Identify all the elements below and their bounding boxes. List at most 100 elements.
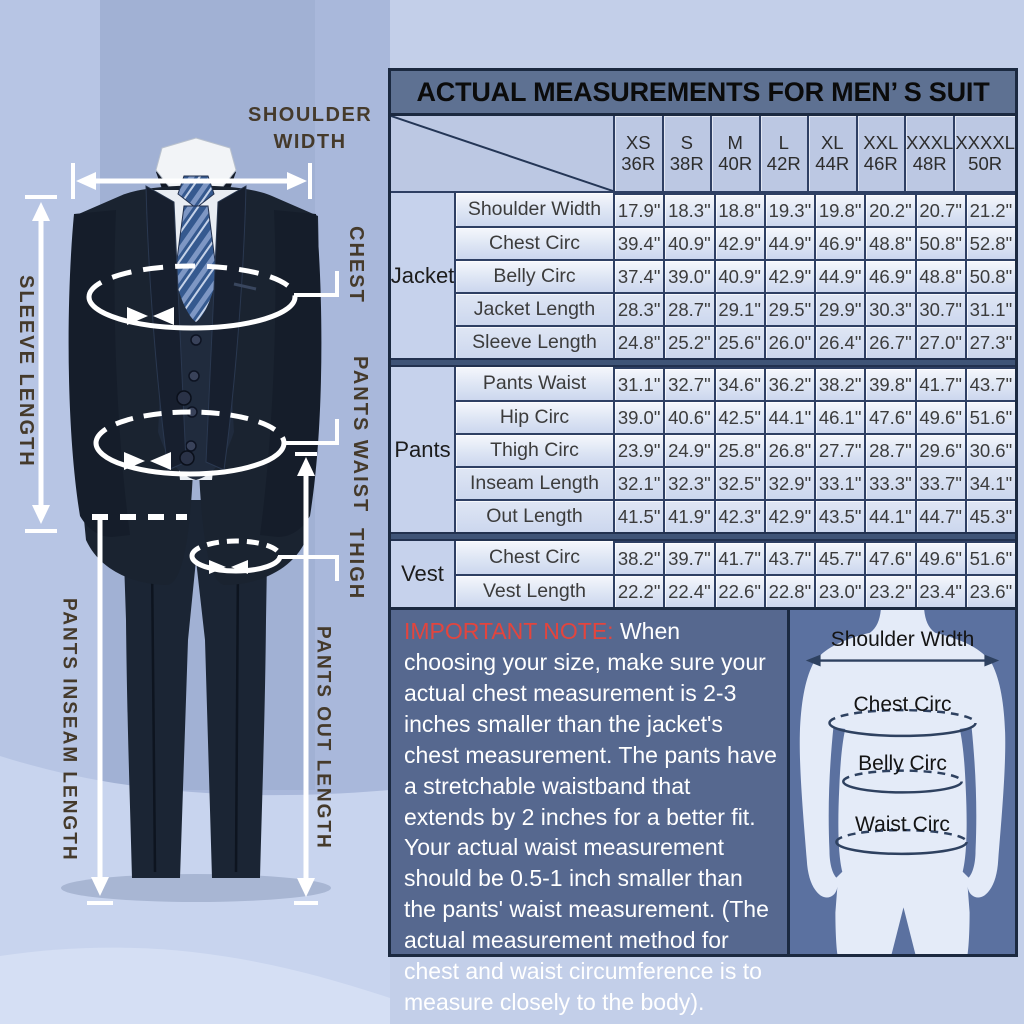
row-label-cell: Chest Circ <box>454 226 613 259</box>
value-cell: 26.8" <box>763 433 814 466</box>
size-header-row: XS 36R S 38R M 40R L 42R XL 44R XXL 46R XXXL 48R XXXXL… <box>391 116 1015 193</box>
value-cell: 32.7" <box>663 367 714 400</box>
value-cell: 41.7" <box>713 541 764 574</box>
tie <box>177 175 215 209</box>
value-cell: 49.6" <box>914 400 965 433</box>
waist-connector <box>283 419 339 445</box>
value-cell: 43.7" <box>964 367 1015 400</box>
waist-ellipse <box>93 409 287 444</box>
group-vest: Vest Chest Circ 38.2" 39.7" 41.7" 43.7" 45.7" 4… <box>391 541 1015 607</box>
value-cell: 36.2" <box>763 367 814 400</box>
value-cell: 45.3" <box>964 499 1015 532</box>
value-cell: 50.8" <box>964 259 1015 292</box>
figure-label-pants-waist: PANTS WAIST <box>349 356 371 514</box>
value-cell: 30.3" <box>864 292 915 325</box>
value-cell: 38.2" <box>814 367 865 400</box>
size-header-m: M 40R <box>710 116 759 191</box>
value-cell: 17.9" <box>613 193 664 226</box>
torso-label-belly-circ: Belly Circ <box>858 752 947 775</box>
value-cell: 45.7" <box>814 541 865 574</box>
size-header-xxxxl: XXXXL 50R <box>953 116 1015 191</box>
important-note: IMPORTANT NOTE: When choosing your size,… <box>391 610 790 1015</box>
row-label-cell: Sleeve Length <box>454 325 613 358</box>
value-cell: 28.7" <box>663 292 714 325</box>
size-header-xl: XL 44R <box>807 116 856 191</box>
value-cell: 22.4" <box>663 574 714 607</box>
group-pants: Pants Pants Waist 31.1" 32.7" 34.6" 36.2" 38.2… <box>391 367 1015 532</box>
value-cell: 47.6" <box>864 400 915 433</box>
torso-chest-ellipse <box>828 708 977 724</box>
value-cell: 26.0" <box>763 325 814 358</box>
value-cell: 44.1" <box>763 400 814 433</box>
torso-label-shoulder-width: Shoulder Width <box>830 628 975 651</box>
torso-waist-ellipse <box>835 828 968 843</box>
group-separator <box>391 358 1015 367</box>
value-cell: 22.2" <box>613 574 664 607</box>
diagonal-header-cell <box>391 116 613 191</box>
value-cell: 48.8" <box>914 259 965 292</box>
value-cell: 25.6" <box>713 325 764 358</box>
value-cell: 26.4" <box>814 325 865 358</box>
measurement-annotations <box>25 163 339 905</box>
measurement-panel: ACTUAL MEASUREMENTS FOR MEN’ S SUIT XS 36… <box>388 68 1018 1015</box>
row-label-cell: Thigh Circ <box>454 433 613 466</box>
value-cell: 25.2" <box>663 325 714 358</box>
value-cell: 34.6" <box>713 367 764 400</box>
figure-label-chest: CHEST <box>345 226 367 304</box>
value-cell: 33.1" <box>814 466 865 499</box>
value-cell: 43.7" <box>763 541 814 574</box>
size-header-l: L 42R <box>758 116 808 191</box>
value-cell: 47.6" <box>864 541 915 574</box>
page-title: ACTUAL MEASUREMENTS FOR MEN’ S SUIT <box>391 71 1015 116</box>
thigh-connector <box>278 555 339 581</box>
row-label-cell: Out Length <box>454 499 613 532</box>
torso-label-chest-circ: Chest Circ <box>853 693 952 716</box>
value-cell: 39.7" <box>663 541 714 574</box>
pants <box>122 500 268 878</box>
torso-diagram: Shoulder Width Chest Circ Belly Circ Wai… <box>790 610 1015 954</box>
value-cell: 29.9" <box>814 292 865 325</box>
value-cell: 44.1" <box>864 499 915 532</box>
size-header-xxl: XXL 46R <box>855 116 905 191</box>
group-label-pants: Pants <box>391 367 454 532</box>
panel-bottom-section: IMPORTANT NOTE: When choosing your size,… <box>391 607 1015 1015</box>
value-cell: 23.6" <box>964 574 1015 607</box>
value-cell: 32.3" <box>663 466 714 499</box>
value-cell: 23.0" <box>814 574 865 607</box>
value-cell: 50.8" <box>914 226 965 259</box>
value-cell: 18.8" <box>713 193 764 226</box>
value-cell: 25.8" <box>713 433 764 466</box>
thigh-ellipse <box>189 538 283 557</box>
value-cell: 46.9" <box>864 259 915 292</box>
value-cell: 39.0" <box>663 259 714 292</box>
value-cell: 27.7" <box>814 433 865 466</box>
value-cell: 51.6" <box>964 400 1015 433</box>
value-cell: 41.9" <box>663 499 714 532</box>
value-cell: 34.1" <box>964 466 1015 499</box>
value-cell: 42.9" <box>713 226 764 259</box>
value-cell: 43.5" <box>814 499 865 532</box>
value-cell: 19.3" <box>763 193 814 226</box>
value-cell: 42.9" <box>763 499 814 532</box>
value-cell: 29.1" <box>713 292 764 325</box>
row-label-cell: Hip Circ <box>454 400 613 433</box>
suit-scene: SHOULDER WIDTH SLEEVE LENGTH CHEST PANTS… <box>0 0 390 1024</box>
suit-figure <box>61 137 331 902</box>
chest-ellipse <box>86 263 298 298</box>
value-cell: 48.8" <box>864 226 915 259</box>
value-cell: 41.7" <box>914 367 965 400</box>
torso-belly-ellipse <box>842 769 963 782</box>
value-cell: 42.9" <box>763 259 814 292</box>
value-cell: 29.6" <box>914 433 965 466</box>
value-cell: 46.1" <box>814 400 865 433</box>
value-cell: 44.9" <box>814 259 865 292</box>
value-cell: 40.6" <box>663 400 714 433</box>
value-cell: 27.3" <box>964 325 1015 358</box>
value-cell: 46.9" <box>814 226 865 259</box>
group-separator <box>391 532 1015 541</box>
value-cell: 39.4" <box>613 226 664 259</box>
value-cell: 24.8" <box>613 325 664 358</box>
value-cell: 30.7" <box>914 292 965 325</box>
value-cell: 33.3" <box>864 466 915 499</box>
